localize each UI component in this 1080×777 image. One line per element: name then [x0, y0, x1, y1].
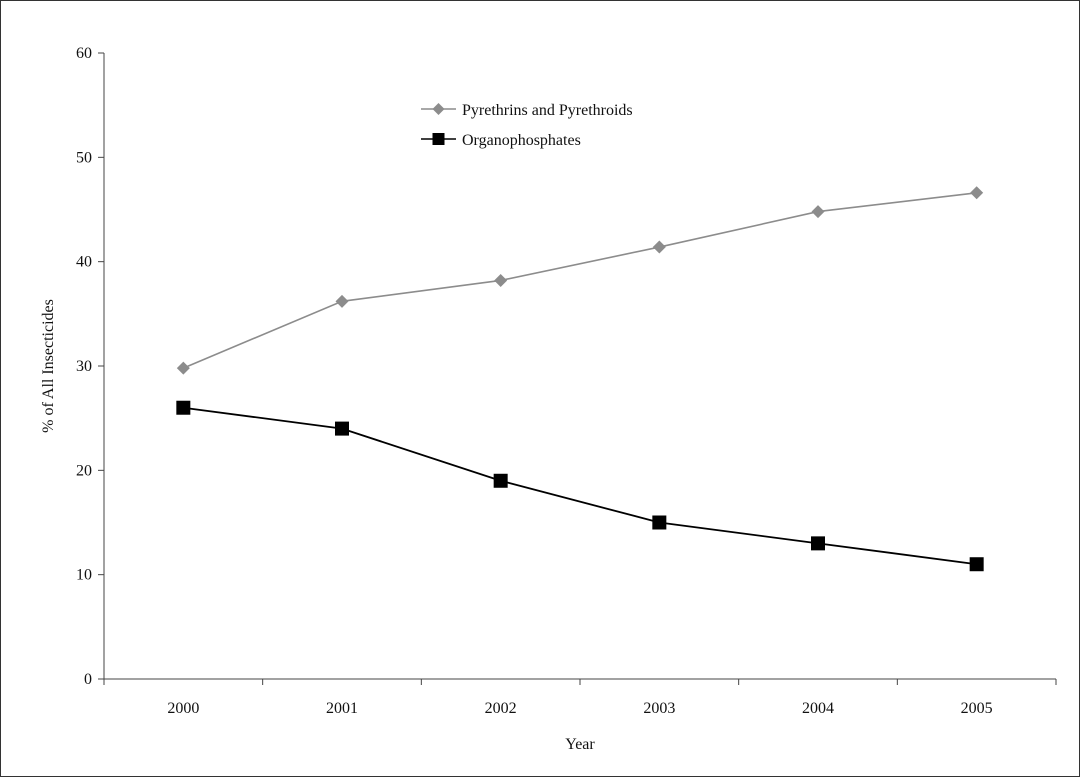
legend-item-pyrethrins: Pyrethrins and Pyrethroids	[421, 102, 633, 119]
y-axis-title: % of All Insecticides	[40, 299, 57, 433]
data-point-square	[652, 515, 667, 530]
x-axis-title: Year	[565, 736, 595, 753]
legend-label-organophosphates: Organophosphates	[462, 132, 581, 149]
data-point-diamond	[335, 294, 349, 308]
series-line-pyrethrins	[183, 192, 977, 369]
series-line-organophosphates	[183, 406, 977, 566]
y-tick-label: 0	[84, 671, 92, 688]
legend-item-organophosphates: Organophosphates	[421, 132, 581, 149]
y-tick-label: 20	[76, 462, 92, 479]
y-tick-label: 40	[76, 254, 92, 271]
legend-marker-diamond-icon	[432, 103, 445, 115]
data-point-square	[176, 400, 191, 415]
data-point-diamond	[176, 361, 190, 375]
legend: Pyrethrins and Pyrethroids Organophospha…	[421, 102, 633, 149]
y-tick-label: 10	[76, 567, 92, 584]
axes: Year % of All Insecticides	[40, 53, 1056, 753]
x-tick-label: 2000	[167, 700, 199, 717]
legend-marker-square-icon	[432, 133, 445, 145]
y-tick-label: 50	[76, 149, 92, 166]
data-point-square	[811, 536, 825, 551]
data-point-diamond	[652, 240, 666, 254]
legend-label-pyrethrins: Pyrethrins and Pyrethroids	[462, 102, 633, 119]
x-tick-label: 2004	[802, 700, 834, 717]
x-tick-label: 2003	[643, 700, 675, 717]
series	[176, 186, 984, 572]
y-tick-label: 30	[76, 358, 92, 375]
data-point-square	[969, 557, 984, 572]
x-tick-label: 2005	[961, 700, 993, 717]
ticks: 0 10 20 30 40 50 60 2000 2001 2002 2003 2004 2005	[76, 45, 1057, 717]
y-tick-label: 60	[76, 45, 92, 62]
x-tick-label: 2002	[485, 700, 517, 717]
data-point-square	[493, 473, 508, 488]
x-tick-label: 2001	[326, 700, 358, 717]
data-point-diamond	[811, 205, 825, 219]
data-point-diamond	[494, 273, 508, 287]
data-point-diamond	[970, 186, 984, 200]
data-point-square	[335, 421, 349, 436]
